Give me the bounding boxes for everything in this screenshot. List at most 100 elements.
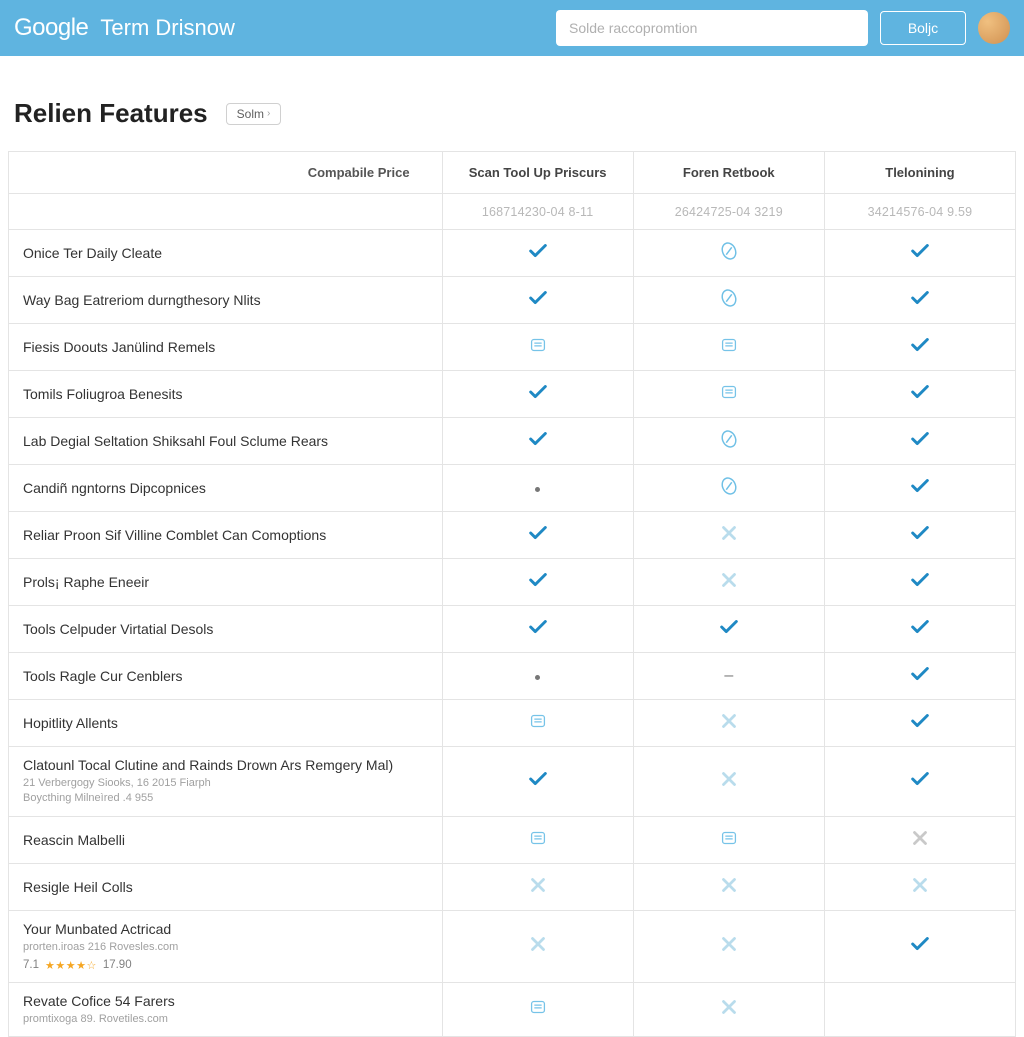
feature-cell [442,863,633,910]
feature-cell [633,277,824,324]
feature-cell [442,418,633,465]
leaf-icon [717,427,741,451]
table-row: Tools Celpuder Virtatial Desols [9,606,1016,653]
feature-cell [633,863,824,910]
feature-cell [824,324,1015,371]
feature-label: Tools Ragle Cur Cenblers [9,653,443,700]
feature-cell [442,371,633,418]
check-icon [908,615,932,639]
feature-cell [633,465,824,512]
price-label-cell [9,194,443,230]
feature-label: Hopitlity Allents [9,700,443,747]
check-icon [908,474,932,498]
feature-cell [824,230,1015,277]
box-icon [717,826,741,850]
box-icon [526,995,550,1019]
feature-label: Tomils Foliugroa Benesits [9,371,443,418]
table-row: Reascin Malbelli [9,816,1016,863]
table-row: Fiesis Doouts Janülind Remels [9,324,1016,371]
filter-button[interactable]: Solm › [226,103,282,125]
check-icon [526,239,550,263]
check-icon [908,380,932,404]
table-row: Your Munbated Actricadprorten.iroas 216 … [9,910,1016,982]
feature-cell [442,816,633,863]
price-1: 26424725-04 3219 [633,194,824,230]
feature-label: Reascin Malbelli [9,816,443,863]
check-icon [526,568,550,592]
feature-cell [442,277,633,324]
feature-cell [633,371,824,418]
feature-cell [824,418,1015,465]
feature-label: Revate Cofice 54 Farerspromtixoga 89. Ro… [9,982,443,1037]
search-input[interactable]: Solde raccopromtion [556,10,868,46]
feature-cell [824,747,1015,817]
feature-label: Clatounl Tocal Clutine and Rainds Drown … [9,747,443,817]
check-icon [526,767,550,791]
rating-score: 7.1 [23,959,39,971]
table-row: Way Bag Eatreriom durngthesory Nlits [9,277,1016,324]
feature-label: Candiñ ngntorns Dipcopnices [9,465,443,512]
check-icon [908,709,932,733]
leaf-icon [717,286,741,310]
x-icon [908,826,932,850]
plan-header-2: Tlelonining [824,152,1015,194]
table-row: Tomils Foliugroa Benesits [9,371,1016,418]
row-subtext: prorten.iroas 216 Rovesles.com [23,940,428,955]
rating: 7.1 ★★★★☆ 17.90 [23,959,428,972]
feature-cell [824,465,1015,512]
filter-button-label: Solm [237,107,264,121]
rating-count: 17.90 [103,959,132,971]
table-row: Prols¡ Raphe Eneeir [9,559,1016,606]
table-row: Reliar Proon Sif Villine Comblet Can Com… [9,512,1016,559]
feature-cell [442,910,633,982]
x-icon [526,932,550,956]
row-subtext: 21 Verbergogy Siooks, 16 2015 FiarphBoyc… [23,776,428,806]
feature-label: Way Bag Eatreriom durngthesory Nlits [9,277,443,324]
feature-label: Resigle Heil Colls [9,863,443,910]
feature-cell [633,324,824,371]
price-2: 34214576-04 9.59 [824,194,1015,230]
x-icon [526,873,550,897]
check-icon [908,568,932,592]
dash-icon: – [724,667,733,684]
content-area: Relien Features Solm › Compabile Price S… [0,56,1024,1037]
check-icon [908,333,932,357]
x-icon [717,568,741,592]
x-icon [717,932,741,956]
feature-cell [824,653,1015,700]
feature-cell [824,982,1015,1037]
box-icon [717,333,741,357]
table-row: Resigle Heil Colls [9,863,1016,910]
feature-cell [633,559,824,606]
feature-cell [633,606,824,653]
check-icon [908,767,932,791]
check-icon [526,380,550,404]
feature-cell [442,982,633,1037]
feature-cell [824,371,1015,418]
table-row: Tools Ragle Cur Cenblers – [9,653,1016,700]
feature-cell [633,700,824,747]
header-action-button[interactable]: Boljc [880,11,966,45]
plan-header-1: Foren Retbook [633,152,824,194]
feature-cell [633,910,824,982]
table-header-row: Compabile Price Scan Tool Up Priscurs Fo… [9,152,1016,194]
plan-header-0: Scan Tool Up Priscurs [442,152,633,194]
price-0: 168714230-04 8-11 [442,194,633,230]
stars-icon: ★★★★☆ [45,959,97,972]
leaf-icon [717,239,741,263]
logo: Google [14,14,88,42]
check-icon [908,521,932,545]
feature-cell [824,277,1015,324]
comparison-table: Compabile Price Scan Tool Up Priscurs Fo… [8,151,1016,1037]
feature-cell [824,700,1015,747]
check-icon [526,615,550,639]
check-icon [717,615,741,639]
feature-column-header: Compabile Price [9,152,443,194]
feature-cell [442,465,633,512]
feature-cell [824,863,1015,910]
feature-cell [824,816,1015,863]
feature-cell [824,559,1015,606]
avatar[interactable] [978,12,1010,44]
feature-cell [442,700,633,747]
feature-cell [633,982,824,1037]
